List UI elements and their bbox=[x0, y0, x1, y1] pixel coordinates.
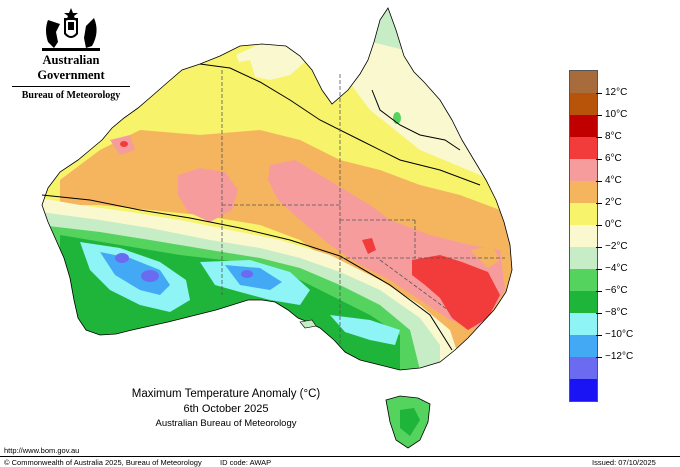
coat-of-arms-icon bbox=[42, 8, 100, 51]
legend-tick bbox=[596, 313, 602, 314]
footer-divider bbox=[0, 456, 680, 457]
map-organization: Australian Bureau of Meteorology bbox=[155, 418, 297, 429]
legend-swatch bbox=[570, 269, 597, 291]
legend-tick bbox=[596, 357, 602, 358]
legend-label: 2°C bbox=[605, 197, 622, 208]
legend-label: 12°C bbox=[605, 87, 628, 98]
legend-swatch bbox=[570, 313, 597, 335]
legend-label: 0°C bbox=[605, 219, 622, 230]
legend-tick bbox=[596, 225, 602, 226]
legend-swatch bbox=[570, 181, 597, 203]
legend-tick bbox=[596, 269, 602, 270]
legend-tick bbox=[596, 93, 602, 94]
legend-label: −8°C bbox=[605, 307, 628, 318]
legend-swatch bbox=[570, 203, 597, 225]
government-title: Australian Government bbox=[37, 53, 105, 82]
legend-tick bbox=[596, 181, 602, 182]
legend-swatches bbox=[569, 70, 598, 402]
legend-swatch bbox=[570, 335, 597, 357]
legend-swatch bbox=[570, 115, 597, 137]
legend-label: −2°C bbox=[605, 241, 628, 252]
legend-tick bbox=[596, 247, 602, 248]
copyright-text: © Commonwealth of Australia 2025, Bureau… bbox=[4, 458, 202, 467]
map-caption: Maximum Temperature Anomaly (°C) 6th Oct… bbox=[86, 388, 366, 429]
legend-swatch bbox=[570, 291, 597, 313]
bureau-title: Bureau of Meteorology bbox=[21, 90, 121, 101]
map-title: Maximum Temperature Anomaly (°C) bbox=[131, 388, 321, 400]
legend-label: 8°C bbox=[605, 131, 622, 142]
government-logo-block: Australian Government Bureau of Meteorol… bbox=[8, 8, 134, 101]
legend-label: 6°C bbox=[605, 153, 622, 164]
website-link[interactable]: http://www.bom.gov.au bbox=[4, 446, 80, 455]
legend-tick bbox=[596, 137, 602, 138]
legend-label: −6°C bbox=[605, 285, 628, 296]
legend-swatch-bottom bbox=[570, 379, 597, 401]
legend-tick bbox=[596, 291, 602, 292]
legend-swatch bbox=[570, 225, 597, 247]
legend-tick bbox=[596, 115, 602, 116]
legend-label: −4°C bbox=[605, 263, 628, 274]
id-code: ID code: AWAP bbox=[220, 458, 272, 467]
legend-label: 4°C bbox=[605, 175, 622, 186]
legend-label: −12°C bbox=[605, 351, 634, 362]
legend-swatch bbox=[570, 159, 597, 181]
legend-tick bbox=[596, 203, 602, 204]
legend-swatch bbox=[570, 247, 597, 269]
legend-swatch bbox=[570, 357, 597, 379]
legend-tick bbox=[596, 335, 602, 336]
legend-tick bbox=[596, 159, 602, 160]
legend-swatch bbox=[570, 137, 597, 159]
header-divider bbox=[12, 86, 130, 87]
map-date: 6th October 2025 bbox=[183, 403, 269, 415]
legend-swatch bbox=[570, 93, 597, 115]
legend-label: 10°C bbox=[605, 109, 628, 120]
legend-label: −10°C bbox=[605, 329, 634, 340]
legend-swatch-top bbox=[570, 71, 597, 93]
issued-date: Issued: 07/10/2025 bbox=[592, 458, 656, 467]
